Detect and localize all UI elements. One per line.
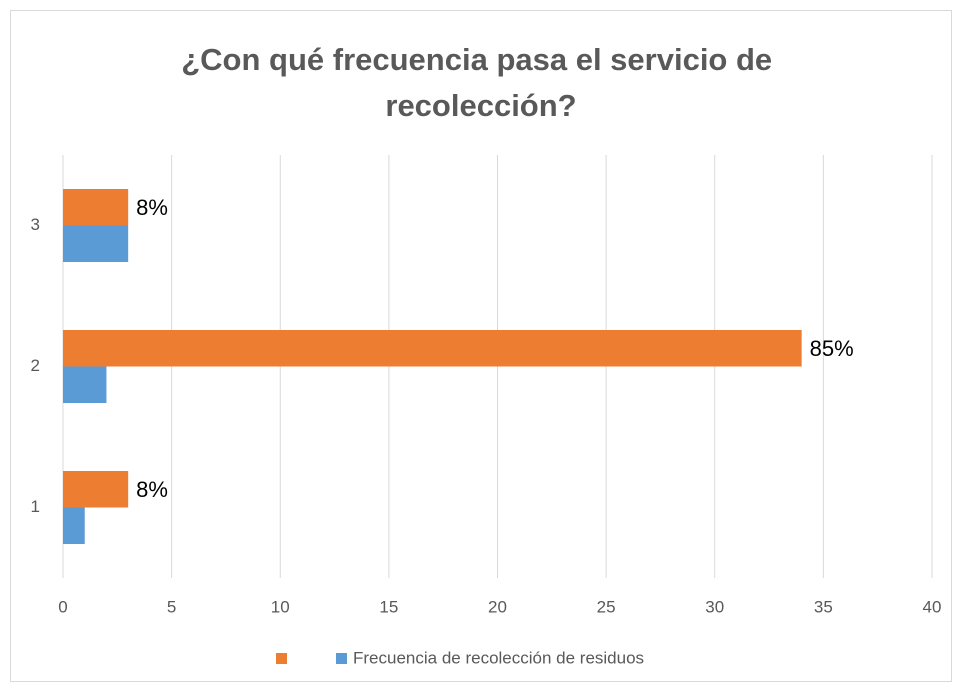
x-tick-label: 20: [488, 597, 507, 616]
x-tick-label: 25: [597, 597, 616, 616]
legend-swatch: [336, 653, 347, 664]
y-tick-label: 3: [31, 215, 40, 234]
bar: [63, 330, 802, 367]
x-tick-label: 35: [814, 597, 833, 616]
bar: [63, 225, 129, 262]
x-tick-label: 10: [271, 597, 290, 616]
x-tick-label: 15: [379, 597, 398, 616]
bar: [63, 507, 85, 544]
legend-swatch: [276, 653, 287, 664]
y-tick-label: 1: [31, 497, 40, 516]
bar: [63, 471, 129, 508]
x-tick-label: 0: [58, 597, 67, 616]
y-tick-label: 2: [31, 356, 40, 375]
x-tick-label: 30: [705, 597, 724, 616]
legend-label: Frecuencia de recolección de residuos: [353, 648, 644, 667]
data-label: 8%: [136, 477, 168, 502]
data-label: 8%: [136, 195, 168, 220]
bar: [63, 189, 129, 226]
x-tick-label: 5: [167, 597, 176, 616]
bar: [63, 366, 107, 403]
x-tick-label: 40: [923, 597, 942, 616]
chart-title: ¿Con qué frecuencia pasa el servicio de …: [181, 42, 781, 123]
data-label: 85%: [810, 336, 854, 361]
